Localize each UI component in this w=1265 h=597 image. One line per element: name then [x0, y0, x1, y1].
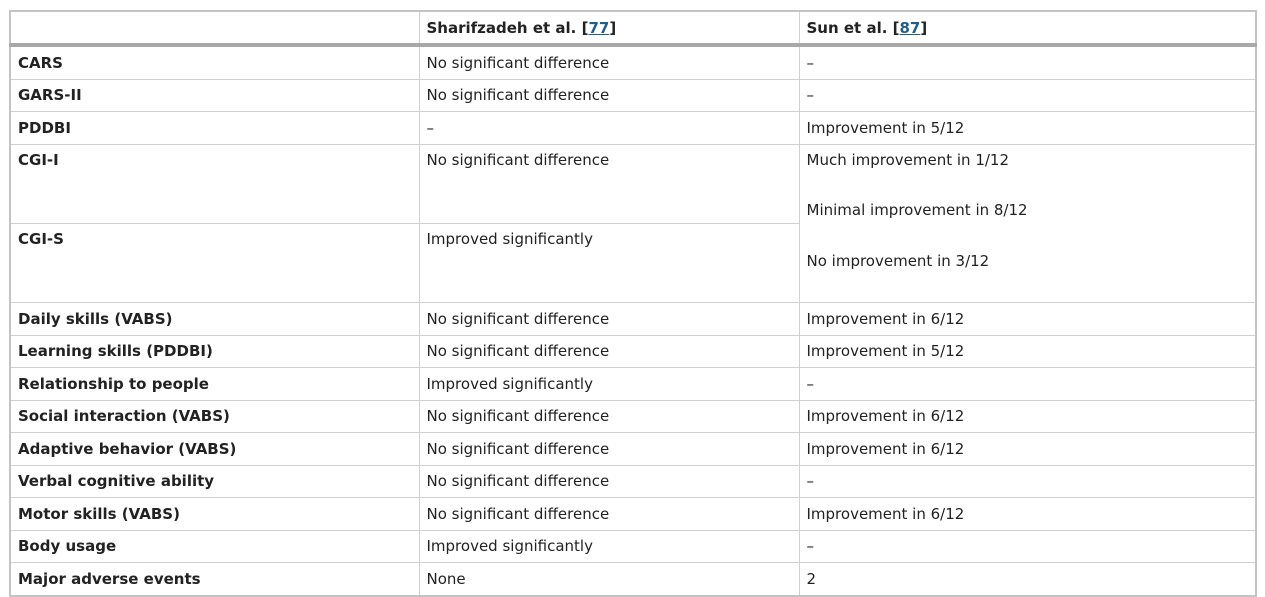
cell: –	[798, 367, 1257, 401]
row-label: Body usage	[9, 529, 420, 563]
cell-line: No improvement in 3/12	[806, 251, 990, 270]
table-row: Major adverse events None 2	[9, 562, 1257, 596]
row-label: GARS-II	[9, 78, 420, 112]
table-row: Verbal cognitive ability No significant d…	[9, 464, 1257, 498]
cell: No significant difference	[418, 302, 800, 336]
row-label: Major adverse events	[9, 562, 420, 596]
header-text: ]	[920, 18, 928, 37]
row-label: Motor skills (VABS)	[9, 497, 420, 531]
row-label: CARS	[9, 44, 420, 80]
cell: No significant difference	[418, 432, 800, 466]
cell: None	[418, 562, 800, 596]
table-row: CGI-S Improved significantly	[9, 222, 1256, 304]
table-row: GARS-II No significant difference –	[9, 78, 1257, 112]
table-row: Motor skills (VABS) No significant differ…	[9, 497, 1257, 531]
cell: No significant difference	[418, 399, 800, 433]
cell: Improved significantly	[418, 222, 800, 304]
cell: Improvement in 5/12	[798, 111, 1257, 145]
cell-line: Minimal improvement in 8/12	[806, 201, 1028, 219]
header-text: ]	[609, 18, 617, 37]
cell: Improved significantly	[418, 367, 800, 401]
header-text: Sharifzadeh et al. [	[426, 18, 589, 37]
table-body: CARS No significant difference – GARS-II No …	[9, 44, 1257, 596]
cell: Improvement in 6/12	[798, 432, 1257, 466]
row-label: CGI-S	[9, 222, 420, 304]
cell: Improvement in 6/12	[798, 302, 1257, 336]
cell: –	[798, 529, 1257, 563]
header-cell: Sharifzadeh et al. [77]	[418, 10, 800, 47]
merged-cell: Much improvement in 1/12 Minimal improvem…	[798, 143, 1257, 303]
table-row: Social interaction (VABS) No significant …	[9, 399, 1257, 433]
header-text: Sun et al. [	[806, 18, 900, 37]
row-label: Social interaction (VABS)	[9, 399, 420, 433]
cell: No significant difference	[418, 334, 800, 368]
header-cell: Sun et al. [87]	[798, 10, 1257, 47]
table-row: Relationship to people Improved significa…	[9, 367, 1257, 401]
reference-link[interactable]: 77	[588, 18, 610, 37]
cell: –	[798, 464, 1257, 498]
header-cell	[9, 10, 420, 47]
reference-link[interactable]: 87	[899, 18, 921, 37]
cell: Improvement in 6/12	[798, 399, 1257, 433]
cell: No significant difference	[418, 497, 800, 531]
table-row: Body usage Improved significantly –	[9, 529, 1257, 563]
cell: No significant difference	[418, 44, 800, 80]
row-label: Relationship to people	[9, 367, 420, 401]
table-row: Daily skills (VABS) No significant differ…	[9, 302, 1257, 336]
cell: Improved significantly	[418, 529, 800, 563]
cell: No significant difference	[418, 78, 800, 112]
results-table: Sharifzadeh et al. [77] Sun et al. [87] C…	[9, 10, 1257, 597]
table-row: PDDBI – Improvement in 5/12	[9, 111, 1257, 145]
page: Sharifzadeh et al. [77] Sun et al. [87] C…	[9, 10, 1257, 597]
row-label: Verbal cognitive ability	[9, 464, 420, 498]
row-label: PDDBI	[9, 111, 420, 145]
table-row: Adaptive behavior (VABS) No significant d…	[9, 432, 1257, 466]
row-label: Learning skills (PDDBI)	[9, 334, 420, 368]
row-label: Adaptive behavior (VABS)	[9, 432, 420, 466]
cell-line: Much improvement in 1/12	[806, 150, 1010, 169]
row-label: Daily skills (VABS)	[9, 302, 420, 336]
table-row: CARS No significant difference –	[9, 44, 1257, 80]
cell: No significant difference	[418, 464, 800, 498]
cell: Improvement in 6/12	[798, 497, 1257, 531]
row-label: CGI-I	[9, 143, 420, 224]
cell: Improvement in 5/12	[798, 334, 1257, 368]
cell: No significant difference	[418, 143, 800, 224]
header-row: Sharifzadeh et al. [77] Sun et al. [87]	[9, 10, 1257, 47]
cell: –	[798, 44, 1257, 80]
table-row: CGI-I No significant difference Much impro…	[9, 143, 1257, 303]
table-row: Learning skills (PDDBI) No significant di…	[9, 334, 1257, 368]
cell: 2	[798, 562, 1257, 596]
cell: –	[418, 111, 800, 145]
cell: –	[798, 78, 1257, 112]
